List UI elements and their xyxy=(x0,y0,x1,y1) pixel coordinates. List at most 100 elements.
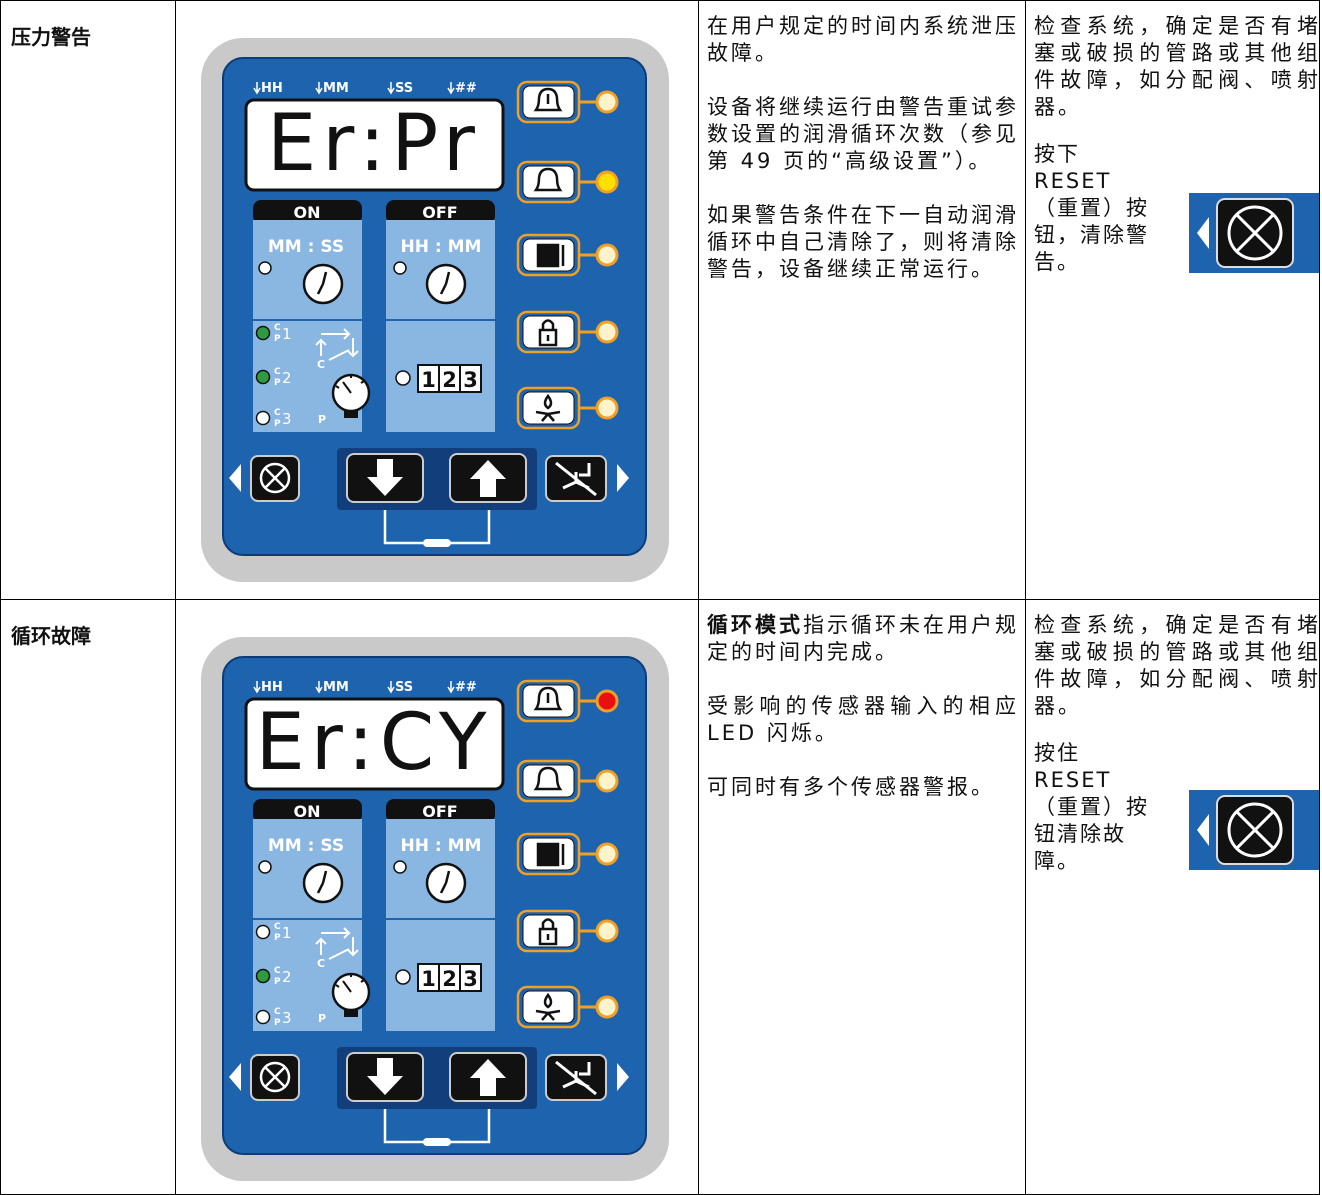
reset-arrow xyxy=(1197,217,1209,249)
time-label: SS xyxy=(395,680,413,695)
description-paragraph: 如果警告条件在下一自动润滑循环中自己清除了，则将清除警告，设备继续正常运行。 xyxy=(707,202,1019,283)
section-title: OFF xyxy=(422,802,457,821)
channel-led xyxy=(255,410,271,426)
alarm-led xyxy=(595,320,619,344)
cycle-c: C xyxy=(317,358,325,371)
indicator-icon xyxy=(535,992,561,1021)
alarm-led xyxy=(595,919,619,943)
description-text: 指示循环未在用户规定的时间内完成。 xyxy=(707,613,1019,664)
section-body xyxy=(386,819,495,1031)
description-paragraph: 在用户规定的时间内系统泄压故障。 xyxy=(707,13,1019,67)
alarm-led xyxy=(595,842,619,866)
description-text: 循环模式 xyxy=(707,613,803,637)
section-unit: MM : SS xyxy=(268,237,344,257)
gauge-needle xyxy=(335,375,365,394)
reset-symbol xyxy=(259,1061,291,1093)
channel-c: C xyxy=(274,1007,281,1017)
reset-symbol xyxy=(264,1066,286,1088)
reset-image xyxy=(1189,790,1319,870)
clock-hand xyxy=(439,271,451,295)
channel-c: C xyxy=(274,408,281,418)
counter-digit: 3 xyxy=(463,368,478,392)
indicator-icon xyxy=(538,319,558,347)
section-header xyxy=(253,799,362,823)
cycle-icon xyxy=(315,927,359,960)
time-arrow xyxy=(387,681,395,694)
instruction-line: 钮，清除警 xyxy=(1034,223,1149,247)
fault-name: 压力警告 xyxy=(1,1,176,599)
gauge-base xyxy=(344,410,358,418)
alarm-led xyxy=(595,243,619,267)
channel-number: 2 xyxy=(282,369,292,387)
led xyxy=(258,261,272,275)
led xyxy=(393,860,407,874)
channel-number: 2 xyxy=(282,968,292,986)
time-label: ## xyxy=(455,81,477,96)
action-instruction: 按下 RESET （重置）按 钮，清除警 告。 xyxy=(1034,141,1321,276)
indicator-icon xyxy=(533,766,563,791)
counter-digit: 2 xyxy=(442,368,457,392)
arrow-left xyxy=(229,464,241,492)
time-arrow xyxy=(253,681,261,694)
led xyxy=(395,370,411,386)
time-arrow xyxy=(253,82,261,95)
pressure-p: P xyxy=(318,413,326,426)
led xyxy=(258,860,272,874)
alarm-led xyxy=(595,769,619,793)
alarm-led xyxy=(595,995,619,1019)
arrow-right xyxy=(617,1063,629,1091)
prime-icon xyxy=(555,461,597,497)
description-text: 可同时有多个传感器警报。 xyxy=(707,775,995,799)
clock-hand xyxy=(316,870,328,894)
arrow-left xyxy=(229,1063,241,1091)
time-arrow xyxy=(447,681,455,694)
channel-led xyxy=(255,924,271,940)
section-header xyxy=(386,799,495,823)
section-unit: MM : SS xyxy=(268,836,344,856)
table-row: 循环故障 HH MM SS ## Er:CY ON MM : SS OFF HH : MM C P 1 C… xyxy=(0,599,1320,1195)
description-text: 受影响的传感器输入的相应 LED 闪烁。 xyxy=(707,694,1019,745)
reset-arrow xyxy=(1197,814,1209,846)
description: 在用户规定的时间内系统泄压故障。设备将继续运行由警告重试参数设置的润滑循环次数（… xyxy=(699,1,1026,599)
reset-symbol xyxy=(1227,802,1283,858)
section-title: ON xyxy=(294,802,321,821)
counter-digit: 1 xyxy=(421,368,436,392)
channel-c: C xyxy=(274,323,281,333)
display xyxy=(244,98,505,192)
display-text: Er:Pr xyxy=(267,99,481,189)
led xyxy=(393,261,407,275)
time-label: ## xyxy=(455,680,477,695)
description-paragraph: 设备将继续运行由警告重试参数设置的润滑循环次数（参见第 49 页的“高级设置”）… xyxy=(707,94,1019,175)
channel-led xyxy=(255,1009,271,1025)
time-arrow xyxy=(315,82,323,95)
instruction-line: 告。 xyxy=(1034,250,1080,274)
reset-symbol xyxy=(264,467,286,489)
indicator-inner xyxy=(522,764,575,798)
channel-led xyxy=(255,369,271,385)
alarm-led xyxy=(595,90,619,114)
description-paragraph: 受影响的传感器输入的相应 LED 闪烁。 xyxy=(707,693,1019,747)
indicator-icon xyxy=(533,87,563,112)
indicator-inner xyxy=(522,914,575,948)
channel-c: C xyxy=(274,367,281,377)
section-unit: HH : MM xyxy=(401,237,482,257)
action-text: 检查系统，确定是否有堵塞或破损的管路或其他组件故障，如分配阀、喷射器。 xyxy=(1034,613,1321,718)
description-text: 如果警告条件在下一自动润滑循环中自己清除了，则将清除警告，设备继续正常运行。 xyxy=(707,203,1019,281)
channel-p: P xyxy=(274,378,281,388)
description-paragraph: 循环模式指示循环未在用户规定的时间内完成。 xyxy=(707,612,1019,666)
channel-number: 1 xyxy=(282,924,292,942)
instruction-line: 钮清除故 xyxy=(1034,822,1126,846)
image-cell: HH MM SS ## Er:CY ON MM : SS OFF HH : MM C P 1 C P 2 C P… xyxy=(176,600,699,1194)
channel-c: C xyxy=(274,922,281,932)
time-label: HH xyxy=(261,680,283,695)
time-label: SS xyxy=(395,81,413,96)
instruction-line: 按下 xyxy=(1034,142,1080,166)
arrow-right xyxy=(617,464,629,492)
clock-hand xyxy=(316,271,328,295)
channel-p: P xyxy=(274,419,281,429)
indicator-icon xyxy=(535,393,561,422)
channel-p: P xyxy=(274,977,281,987)
